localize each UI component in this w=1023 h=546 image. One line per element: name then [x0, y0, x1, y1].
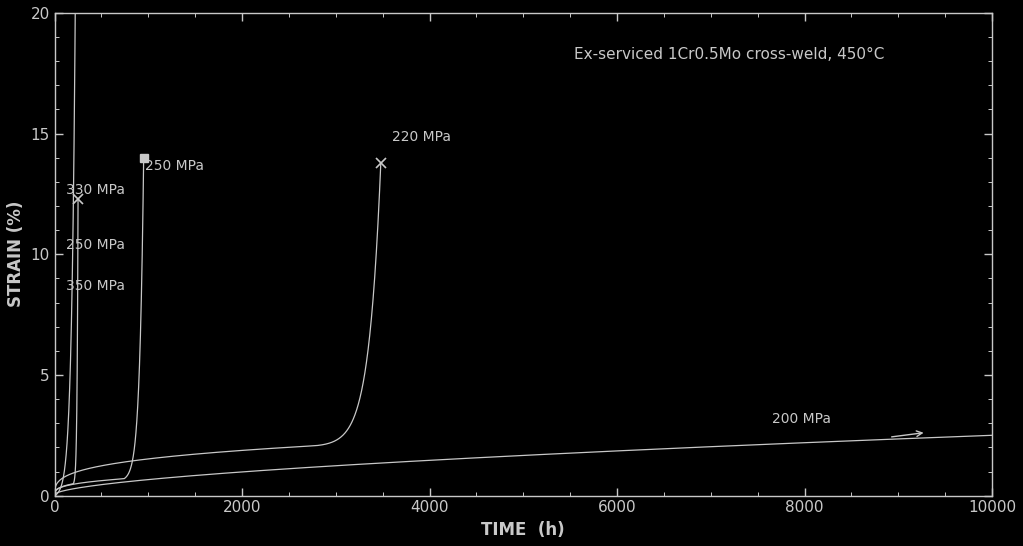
Text: 200 MPa: 200 MPa — [771, 412, 831, 426]
Y-axis label: STRAIN (%): STRAIN (%) — [7, 201, 25, 307]
Text: 250 MPa: 250 MPa — [144, 159, 204, 173]
Text: 220 MPa: 220 MPa — [392, 130, 451, 144]
X-axis label: TIME  (h): TIME (h) — [482, 521, 565, 539]
Text: 350 MPa: 350 MPa — [65, 280, 125, 294]
Text: Ex-serviced 1Cr0.5Mo cross-weld, 450°C: Ex-serviced 1Cr0.5Mo cross-weld, 450°C — [574, 47, 885, 62]
Text: 330 MPa: 330 MPa — [65, 183, 125, 197]
Text: 250 MPa: 250 MPa — [65, 239, 125, 252]
